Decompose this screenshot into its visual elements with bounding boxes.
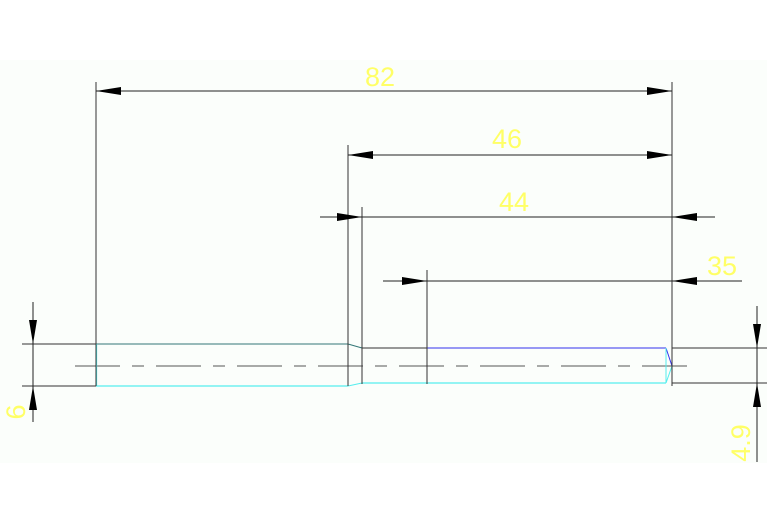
arrow-icon	[753, 383, 761, 407]
shaft-part	[95, 343, 673, 387]
arrow-icon	[402, 277, 427, 285]
arrow-icon	[753, 324, 761, 348]
arrow-icon	[337, 213, 362, 221]
arrow-icon	[29, 386, 37, 410]
taper-bottom	[347, 382, 363, 387]
taper-top	[347, 343, 363, 349]
dim-text-35: 35	[707, 251, 737, 281]
extension-lines	[22, 82, 767, 387]
arrow-icon	[348, 151, 373, 159]
drawing-area	[0, 60, 767, 463]
arrow-icon	[672, 213, 697, 221]
dim-text-46: 46	[492, 124, 522, 154]
arrowheads	[29, 87, 761, 410]
arrow-icon	[29, 320, 37, 344]
chamfer-bottom	[665, 365, 673, 384]
dim-text-4-9: 4.9	[726, 424, 756, 462]
dim-text-82: 82	[365, 62, 395, 92]
arrow-icon	[96, 87, 121, 95]
dim-text-6: 6	[1, 404, 31, 419]
chamfer-top	[665, 347, 673, 367]
arrow-icon	[647, 87, 672, 95]
dim-text-44: 44	[499, 187, 529, 217]
arrow-icon	[672, 277, 697, 285]
arrow-icon	[647, 151, 672, 159]
